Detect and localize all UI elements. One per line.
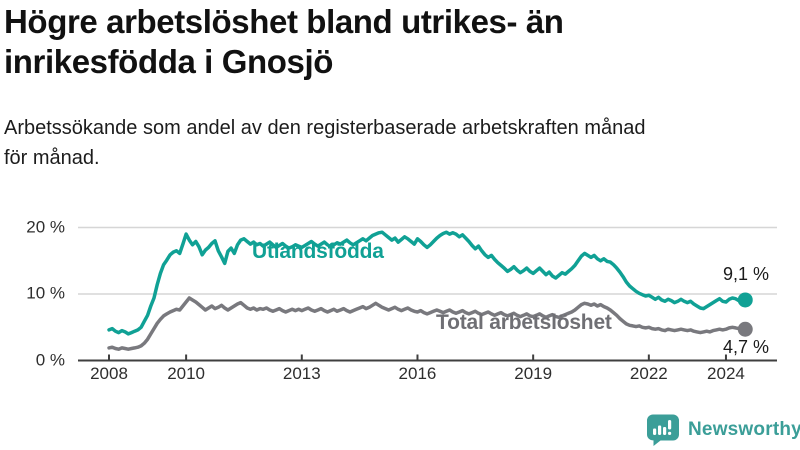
x-axis-label: 2024: [707, 364, 745, 383]
end-value-total-arbetsloshet: 4,7 %: [722, 337, 769, 357]
chart-title: Högre arbetslöshet bland utrikes- än inr…: [4, 3, 564, 80]
endpoint-dot-utlandsfodda: [737, 292, 753, 308]
x-axis-label: 2016: [398, 364, 437, 383]
x-axis-label: 2010: [167, 364, 206, 383]
y-axis-label: 10 %: [26, 283, 65, 303]
newsworthy-wordmark: Newsworthy: [688, 419, 800, 440]
y-axis-label: 20 %: [26, 217, 65, 237]
series-line-total: [107, 296, 747, 351]
x-axis-label: 2013: [282, 364, 321, 383]
x-axis-label: 2022: [629, 364, 668, 383]
series-line-utlandsfodda: [107, 230, 747, 336]
y-axis-label: 0 %: [35, 350, 65, 370]
x-axis-label: 2008: [90, 364, 128, 383]
endpoint-dot-total: [737, 321, 753, 337]
end-value-utlandsfodda: 9,1 %: [722, 264, 769, 284]
series-label-total-arbetsloshet: Total arbetslöshet: [436, 311, 612, 334]
newsworthy-logo[interactable]: Newsworthy: [646, 413, 800, 447]
x-axis-label: 2019: [514, 364, 553, 383]
chart-subtitle: Arbetssökande som andel av den registerb…: [4, 117, 646, 169]
series-label-utlandsfodda: Utlandsfödda: [252, 240, 384, 263]
newsworthy-icon: [647, 414, 679, 446]
